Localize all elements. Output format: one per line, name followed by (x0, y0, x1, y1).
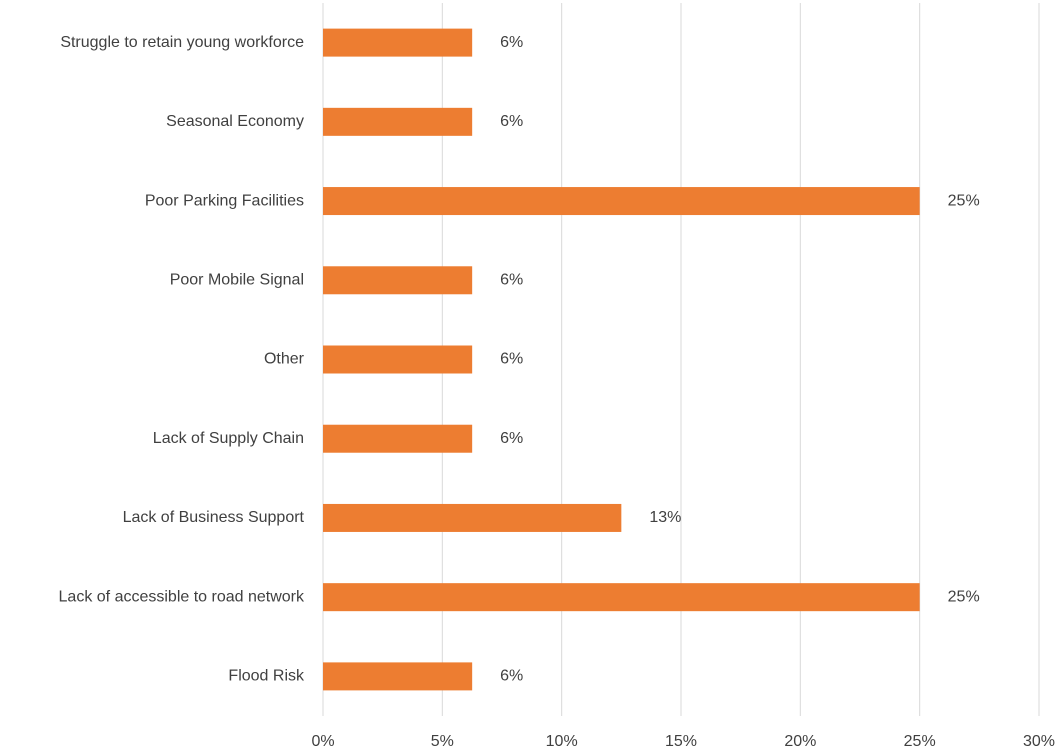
y-tick-label: Lack of accessible to road network (59, 588, 305, 605)
x-tick-label: 25% (904, 733, 936, 750)
bar (323, 424, 473, 453)
value-label: 6% (500, 271, 523, 288)
x-tick-label: 15% (665, 733, 697, 750)
bar (323, 107, 473, 136)
value-label: 6% (500, 34, 523, 51)
y-tick-label: Flood Risk (228, 668, 305, 685)
x-tick-label: 0% (311, 733, 334, 750)
value-label: 25% (948, 192, 980, 209)
bar (323, 266, 473, 295)
value-label: 6% (500, 351, 523, 368)
bar (323, 345, 473, 374)
value-label: 13% (649, 509, 681, 526)
x-tick-label: 10% (546, 733, 578, 750)
bar (323, 28, 473, 57)
x-tick-label: 5% (431, 733, 454, 750)
y-tick-label: Lack of Supply Chain (153, 430, 304, 447)
y-tick-label: Other (264, 351, 305, 368)
bar (323, 503, 622, 532)
value-label: 6% (500, 113, 523, 130)
bar (323, 583, 920, 612)
bar (323, 662, 473, 691)
value-label: 6% (500, 668, 523, 685)
y-tick-label: Poor Parking Facilities (145, 192, 304, 209)
x-tick-label: 30% (1023, 733, 1055, 750)
y-tick-label: Seasonal Economy (166, 113, 304, 130)
value-label: 25% (948, 588, 980, 605)
y-tick-label: Struggle to retain young workforce (60, 34, 304, 51)
value-label: 6% (500, 430, 523, 447)
y-tick-label: Poor Mobile Signal (170, 271, 304, 288)
x-tick-label: 20% (784, 733, 816, 750)
y-tick-label: Lack of Business Support (123, 509, 305, 526)
bar (323, 187, 920, 216)
